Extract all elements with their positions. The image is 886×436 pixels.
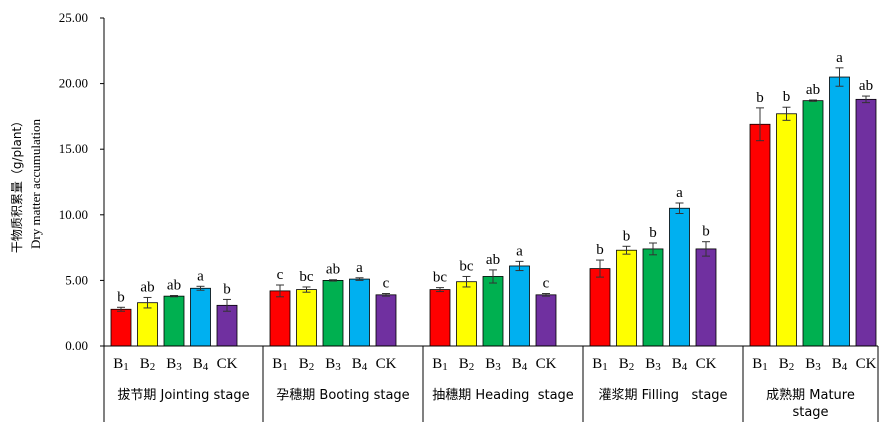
stage-label: 成熟期 Mature: [766, 387, 855, 403]
bar: [110, 308, 132, 347]
significance-letter: b: [623, 228, 631, 244]
significance-letter: b: [117, 289, 125, 305]
treatment-label: B3: [805, 356, 821, 373]
y-tick-label: 20.00: [59, 76, 88, 91]
treatment-label: B2: [459, 356, 475, 373]
y-tick-label: 0.00: [65, 338, 88, 353]
treatment-label: B1: [592, 356, 608, 373]
significance-letter: a: [356, 260, 363, 276]
significance-letter: bc: [433, 270, 448, 286]
bar: [535, 294, 557, 347]
treatment-label: B4: [512, 356, 528, 373]
y-tick-label: 5.00: [65, 272, 88, 287]
treatment-label: B2: [779, 356, 795, 373]
treatment-label: B2: [299, 356, 315, 373]
treatment-label: B3: [645, 356, 661, 373]
y-axis: 0.00 5.00 10.00 15.00 20.00 25.00: [59, 10, 105, 353]
treatment-label: B2: [619, 356, 635, 373]
stage-label: stage: [792, 405, 828, 420]
treatment-label: B1: [272, 356, 288, 373]
significance-letter: bc: [299, 269, 314, 285]
y-tick-label: 15.00: [59, 141, 88, 156]
treatment-label: B1: [432, 356, 448, 373]
bar: [349, 278, 370, 347]
bar: [642, 248, 664, 347]
significance-letter: b: [783, 89, 791, 105]
significance-letter: ab: [326, 262, 340, 278]
significance-letter: a: [197, 268, 204, 284]
significance-letter: a: [836, 50, 843, 66]
significance-letter: ab: [859, 78, 873, 94]
significance-letter: b: [756, 90, 764, 106]
treatment-label: B4: [193, 356, 209, 373]
significance-letter: b: [596, 242, 604, 258]
significance-letter: c: [543, 276, 550, 292]
bar: [749, 123, 771, 347]
bar: [776, 113, 797, 347]
y-tick-label: 25.00: [59, 10, 88, 25]
bar: [589, 268, 611, 347]
bar: [855, 98, 877, 347]
bar: [137, 302, 158, 347]
bar: [375, 294, 397, 347]
bar: [163, 295, 185, 347]
bar: [669, 207, 690, 347]
y-tick-label: 10.00: [59, 207, 88, 222]
stage-label: 拔节期 Jointing stage: [117, 388, 249, 403]
treatment-label: CK: [696, 356, 717, 372]
treatment-label: B3: [325, 356, 341, 373]
stage-label: 抽穗期 Heading stage: [432, 388, 574, 403]
significance-letter: ab: [486, 252, 500, 268]
bar: [509, 265, 530, 347]
significance-letter: ab: [806, 82, 820, 98]
y-axis-title: 干物质积累量（g/plant） Dry matter accumulation: [10, 115, 43, 253]
treatment-label: B4: [832, 356, 848, 373]
bar: [482, 276, 504, 347]
y-axis-title-english: Dry matter accumulation: [28, 119, 43, 249]
significance-letter: ab: [140, 279, 154, 295]
significance-letter: b: [223, 281, 231, 297]
significance-letter: a: [516, 243, 523, 259]
significance-letter: a: [676, 185, 683, 201]
y-axis-title-chinese: 干物质积累量（g/plant）: [10, 115, 24, 253]
bar: [269, 290, 291, 347]
treatment-label: CK: [856, 356, 877, 372]
x-axis: B1 B2 B3 B4 CK 拔节期 Jointing stage B1 B2 B3 B4 CK 孕穗…: [103, 345, 879, 422]
significance-letter: b: [649, 225, 657, 241]
bar: [616, 249, 637, 347]
significance-letter: c: [277, 267, 284, 283]
significance-letter: ab: [167, 277, 181, 293]
treatment-label: B3: [485, 356, 501, 373]
treatment-label: CK: [536, 356, 557, 372]
stage-label: 孕穗期 Booting stage: [276, 388, 409, 403]
stage-label: 灌浆期 Filling stage: [598, 388, 727, 403]
treatment-label: B2: [140, 356, 156, 373]
bar: [296, 289, 317, 347]
bar: [322, 279, 344, 347]
bar: [190, 287, 211, 347]
treatment-label: CK: [376, 356, 397, 372]
bar: [695, 248, 717, 347]
treatment-label: B4: [672, 356, 688, 373]
treatment-label: B1: [752, 356, 768, 373]
significance-letter: b: [702, 224, 710, 240]
treatment-label: B4: [352, 356, 368, 373]
significance-letter: bc: [459, 258, 474, 274]
significance-letter: c: [383, 276, 390, 292]
bar: [802, 100, 824, 347]
treatment-label: B3: [166, 356, 182, 373]
bar: [829, 76, 850, 347]
treatment-label: CK: [217, 356, 238, 372]
treatment-label: B1: [113, 356, 129, 373]
bar: [429, 289, 451, 347]
bar: [456, 281, 477, 347]
